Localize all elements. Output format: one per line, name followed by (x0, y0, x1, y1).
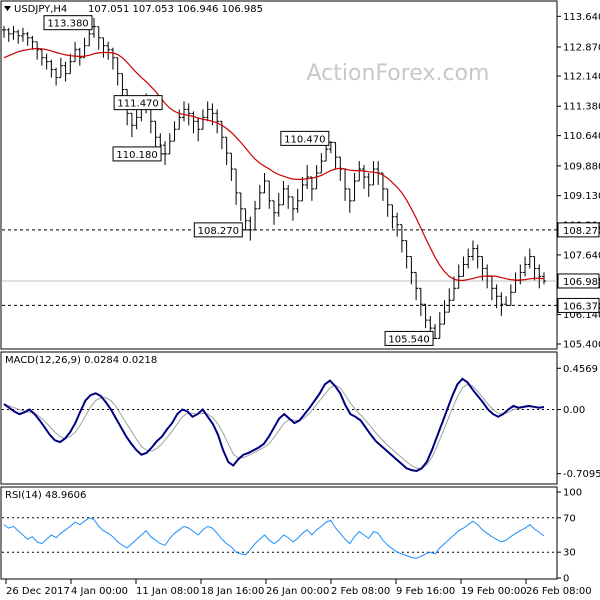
macd-y-tick-label: 0.00 (563, 405, 585, 416)
axis-price-box (557, 273, 600, 289)
rsi-y-axis: 100 70 30 0 (557, 488, 582, 585)
x-tick-label: 26 Dec 2017 (6, 586, 70, 597)
axis-price-box-label: 108.270 (563, 226, 600, 237)
ohlc-values: 107.051 107.053 106.946 106.985 (88, 4, 263, 15)
y-tick-label: 109.880 (563, 161, 600, 172)
symbol-label: USDJPY,H4 (14, 4, 67, 15)
rsi-lines (2, 517, 557, 559)
price-level-lines (2, 229, 557, 306)
price-annotations: 113.380 111.470 110.180 108.270 110.470 105.5… (43, 15, 436, 346)
x-axis: 26 Dec 2017 4 Jan 00:00 11 Jan 08:00 18 Jan… (5, 579, 592, 597)
axis-price-box-label: 106.985 (563, 277, 600, 288)
level-label: 105.540 (388, 334, 429, 345)
level-label: 110.180 (116, 150, 157, 161)
level-box (43, 15, 93, 31)
level-label: 113.380 (47, 19, 88, 30)
level-box (113, 95, 163, 111)
level-box (112, 146, 162, 162)
x-tick-label: 19 Feb 00:00 (461, 586, 527, 597)
level-box (193, 222, 243, 238)
macd-y-tick-label: -0.7095 (563, 469, 600, 480)
macd-line (3, 377, 545, 473)
level-label: 110.470 (284, 134, 325, 145)
x-tick-label: 18 Jan 16:00 (201, 586, 264, 597)
price-candles (2, 17, 546, 339)
x-tick-label: 26 Jan 00:00 (266, 586, 329, 597)
y-tick-label: 109.130 (563, 191, 600, 202)
y-tick-label: 105.400 (563, 340, 600, 351)
x-tick-label: 26 Feb 08:00 (526, 586, 592, 597)
level-label: 111.470 (117, 99, 158, 110)
macd-title: MACD(12,26,9) 0.0284 0.0218 (5, 355, 157, 366)
x-tick-label: 9 Feb 16:00 (396, 586, 455, 597)
rsi-y-tick-label: 70 (563, 513, 576, 524)
level-box (384, 330, 434, 346)
rsi-y-tick-label: 0 (563, 574, 569, 585)
y-tick-label: 106.140 (563, 310, 600, 321)
rsi-y-tick-label: 30 (563, 548, 576, 559)
macd-y-axis: 0.4569 0.00 -0.7095 (557, 364, 600, 480)
moving-average (3, 47, 545, 281)
macd-lines (2, 377, 557, 473)
y-tick-label: 110.640 (563, 131, 600, 142)
macd-signal-line (3, 383, 545, 469)
rsi-line (3, 517, 545, 559)
rsi-y-tick-label: 100 (563, 488, 582, 499)
rsi-panel-frame (0, 486, 558, 580)
y-tick-label: 112.870 (563, 42, 600, 53)
level-label: 108.270 (198, 226, 239, 237)
x-tick-label: 2 Feb 08:00 (331, 586, 390, 597)
macd-y-tick-label: 0.4569 (563, 364, 598, 375)
level-box (280, 130, 330, 146)
price-y-axis: 113.640 112.870 112.140 111.380 110.640 109.8… (557, 12, 600, 351)
y-tick-label: 111.380 (563, 102, 600, 113)
axis-price-box (557, 222, 600, 238)
y-tick-label: 107.640 (563, 250, 600, 261)
axis-price-box-label: 106.370 (563, 301, 600, 312)
x-tick-label: 4 Jan 00:00 (71, 586, 128, 597)
watermark: ActionForex.com (307, 61, 490, 86)
triangle-down-icon[interactable] (4, 6, 11, 11)
y-tick-label: 113.640 (563, 12, 600, 23)
axis-price-box (557, 297, 600, 313)
moving-average-line (3, 47, 545, 281)
y-tick-label: 112.140 (563, 71, 600, 82)
x-tick-label: 11 Jan 08:00 (136, 586, 199, 597)
price-header: USDJPY,H4 107.051 107.053 106.946 106.98… (4, 4, 263, 15)
rsi-title: RSI(14) 48.9606 (5, 490, 86, 501)
